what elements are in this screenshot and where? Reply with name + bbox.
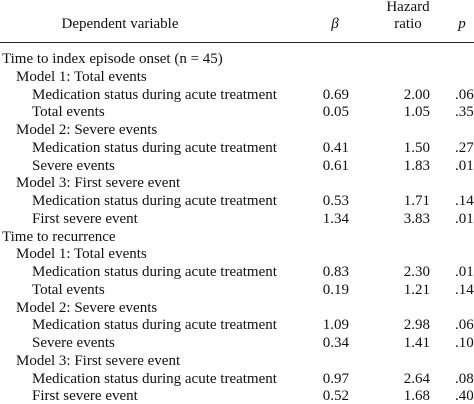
p-value: .35 [455,104,474,121]
beta: 1.09 [322,317,349,334]
beta: 0.69 [322,86,349,103]
header-beta: β [331,16,339,32]
beta: 0.53 [322,193,349,209]
row-label: Medication status during acute treatment [32,264,277,280]
row-label: Medication status during acute treatment [32,86,277,103]
hazard-ratio: 2.98 [403,317,430,334]
p-value: .14 [455,193,474,209]
model-title: Model 3: First severe event [16,352,181,369]
p-value: .40 [455,388,474,404]
model-title: Model 1: Total events [16,68,147,85]
row-label: First severe event [32,210,138,227]
hazard-ratio: 1.71 [403,193,430,209]
row-label: Total events [32,281,105,298]
p-value: .01 [455,264,474,280]
section-title: Time to index episode onset (n = 45) [2,51,223,67]
row-label: Medication status during acute treatment [32,370,277,387]
model-title: Model 3: First severe event [16,175,181,192]
header-rule [0,42,474,43]
hazard-ratio: 3.83 [403,210,430,227]
beta: 0.19 [322,281,349,298]
hazard-ratio: 1.50 [403,139,430,156]
beta: 0.97 [322,370,349,387]
p-value: .14 [455,281,474,298]
header-p: p [458,16,466,32]
beta: 1.34 [322,210,349,227]
beta: 0.41 [322,139,349,156]
hazard-ratio: 1.21 [403,281,430,298]
p-value: .27 [455,139,474,156]
row-label: Medication status during acute treatment [32,193,277,209]
hazard-ratio: 2.00 [403,86,430,103]
beta: 0.34 [322,335,349,351]
beta: 0.83 [322,264,349,280]
row-label: First severe event [32,388,138,404]
beta: 0.52 [322,388,349,404]
p-value: .06 [455,86,474,103]
row-label: Severe events [32,335,115,351]
hazard-ratio: 1.41 [403,335,430,351]
model-title: Model 2: Severe events [16,122,158,138]
hazard-ratio: 1.05 [403,104,430,121]
section-title: Time to recurrence [2,228,116,245]
row-label: Medication status during acute treatment [32,139,277,156]
p-value: .01 [455,210,474,227]
beta: 0.05 [322,104,349,121]
header-variable: Dependent variable [61,16,179,32]
row-label: Total events [32,104,105,121]
p-value: .10 [455,335,474,351]
row-label: Medication status during acute treatment [32,317,277,334]
row-label: Severe events [32,157,115,174]
hazard-ratio: 2.30 [403,264,430,280]
model-title: Model 2: Severe events [16,299,158,316]
p-value: .01 [455,157,474,174]
p-value: .06 [455,317,474,334]
p-value: .08 [455,370,474,387]
hazard-ratio: 1.83 [403,157,430,174]
beta: 0.61 [322,157,349,174]
model-title: Model 1: Total events [16,246,147,263]
header-hazard-ratio: Hazard ratio [386,0,430,32]
hazard-ratio: 2.64 [403,370,430,387]
hazard-ratio: 1.68 [403,388,430,404]
